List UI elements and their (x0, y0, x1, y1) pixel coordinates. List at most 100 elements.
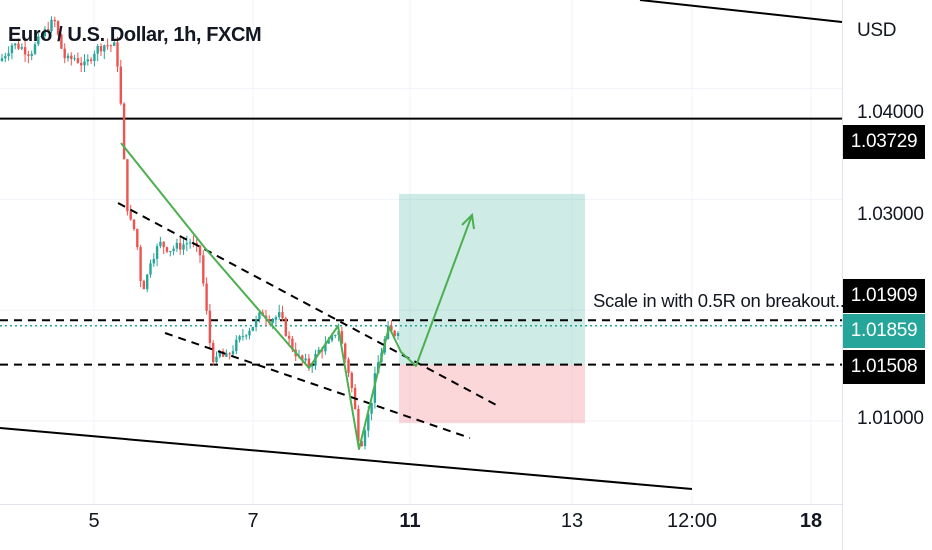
candle-body[interactable] (241, 335, 245, 337)
candle-body[interactable] (122, 103, 126, 160)
candle-body[interactable] (360, 441, 363, 447)
candle-body[interactable] (37, 36, 40, 45)
candle-body[interactable] (284, 318, 287, 336)
price-tag-level[interactable]: 1.03729 (843, 125, 925, 159)
profit-zone[interactable] (399, 193, 585, 365)
candle-body[interactable] (152, 258, 155, 264)
candle-body[interactable] (17, 43, 20, 49)
candle-body[interactable] (202, 255, 205, 284)
candle-body[interactable] (271, 319, 274, 324)
candle-body[interactable] (205, 283, 208, 311)
candle-body[interactable] (278, 312, 281, 318)
candle-body[interactable] (225, 353, 228, 357)
candle-body[interactable] (169, 251, 172, 253)
candle-body[interactable] (218, 351, 221, 357)
candle-body[interactable] (119, 66, 122, 104)
candle-body[interactable] (327, 340, 330, 344)
candle-body[interactable] (7, 53, 10, 57)
candle-body[interactable] (311, 365, 314, 367)
candle-body[interactable] (274, 317, 278, 320)
stop-zone[interactable] (399, 364, 585, 424)
candle-body[interactable] (155, 246, 159, 259)
candle-body[interactable] (63, 48, 66, 59)
candle-body[interactable] (165, 247, 169, 252)
candle-body[interactable] (4, 56, 7, 59)
candle-body[interactable] (185, 243, 188, 245)
candle-body[interactable] (347, 359, 350, 373)
candle-body[interactable] (146, 274, 149, 290)
candle-body[interactable] (281, 312, 284, 319)
candle-body[interactable] (390, 325, 393, 331)
candle-body[interactable] (149, 263, 152, 275)
candle-body[interactable] (198, 245, 202, 256)
candle-body[interactable] (106, 45, 109, 47)
candle-body[interactable] (33, 44, 37, 54)
annotation-text[interactable]: Scale in with 0.5R on breakout.... (593, 290, 855, 311)
candle-body[interactable] (208, 310, 212, 344)
lower-trend-line[interactable] (0, 427, 693, 490)
candle-body[interactable] (96, 45, 99, 54)
candle-body[interactable] (14, 43, 17, 46)
candle-body[interactable] (324, 343, 327, 352)
candle-body[interactable] (113, 42, 116, 46)
candle-body[interactable] (254, 319, 258, 328)
candle-body[interactable] (20, 47, 23, 49)
candle-body[interactable] (367, 413, 370, 431)
candle-body[interactable] (231, 351, 235, 355)
candle-body[interactable] (393, 330, 396, 337)
candle-body[interactable] (182, 244, 185, 250)
candle-body[interactable] (340, 331, 344, 344)
candle-body[interactable] (188, 242, 192, 244)
candle-body[interactable] (40, 35, 43, 37)
candle-body[interactable] (258, 312, 261, 320)
candle-body[interactable] (89, 59, 93, 62)
candle-body[interactable] (103, 45, 106, 52)
candle-body[interactable] (162, 241, 165, 248)
price-tag-level[interactable]: 1.01909 (843, 279, 925, 313)
candle-body[interactable] (396, 333, 400, 337)
candle-body[interactable] (93, 53, 96, 62)
candle-body[interactable] (301, 355, 304, 361)
candle-body[interactable] (86, 59, 89, 62)
candle-body[interactable] (10, 45, 14, 54)
candle-body[interactable] (139, 247, 142, 281)
wedge-lower-line[interactable] (164, 332, 471, 439)
candle-body[interactable] (109, 45, 113, 47)
candle-body[interactable] (350, 372, 353, 388)
candle-body[interactable] (0, 58, 4, 61)
candle-body[interactable] (215, 356, 218, 363)
price-tag-live[interactable]: 1.01859 (843, 314, 925, 348)
candle-body[interactable] (175, 242, 179, 249)
candle-body[interactable] (76, 58, 80, 63)
candle-body[interactable] (179, 242, 182, 250)
candle-body[interactable] (370, 402, 373, 414)
candle-body[interactable] (291, 338, 294, 350)
candle-body[interactable] (245, 335, 248, 337)
wedge-upper-line[interactable] (117, 202, 501, 408)
candle-body[interactable] (357, 409, 360, 442)
candle-body[interactable] (99, 45, 103, 52)
candle-body[interactable] (60, 34, 63, 49)
candle-body[interactable] (47, 28, 50, 32)
upper-trend-line[interactable] (639, 0, 843, 23)
candle-body[interactable] (80, 62, 83, 66)
candle-body[interactable] (66, 55, 70, 59)
candle-body[interactable] (129, 211, 132, 220)
price-tag-level[interactable]: 1.01508 (843, 350, 925, 384)
candle-body[interactable] (23, 47, 27, 55)
candle-body[interactable] (56, 21, 60, 35)
candle-body[interactable] (70, 55, 73, 60)
candle-body[interactable] (126, 159, 129, 212)
candle-body[interactable] (116, 42, 119, 67)
candle-body[interactable] (142, 280, 146, 290)
candle-body[interactable] (159, 241, 162, 247)
candle-body[interactable] (363, 430, 367, 447)
candle-body[interactable] (53, 19, 56, 22)
candle-body[interactable] (27, 54, 30, 56)
candle-body[interactable] (30, 53, 33, 56)
candle-body[interactable] (344, 343, 347, 360)
candle-body[interactable] (136, 228, 139, 248)
candle-body[interactable] (235, 339, 238, 352)
